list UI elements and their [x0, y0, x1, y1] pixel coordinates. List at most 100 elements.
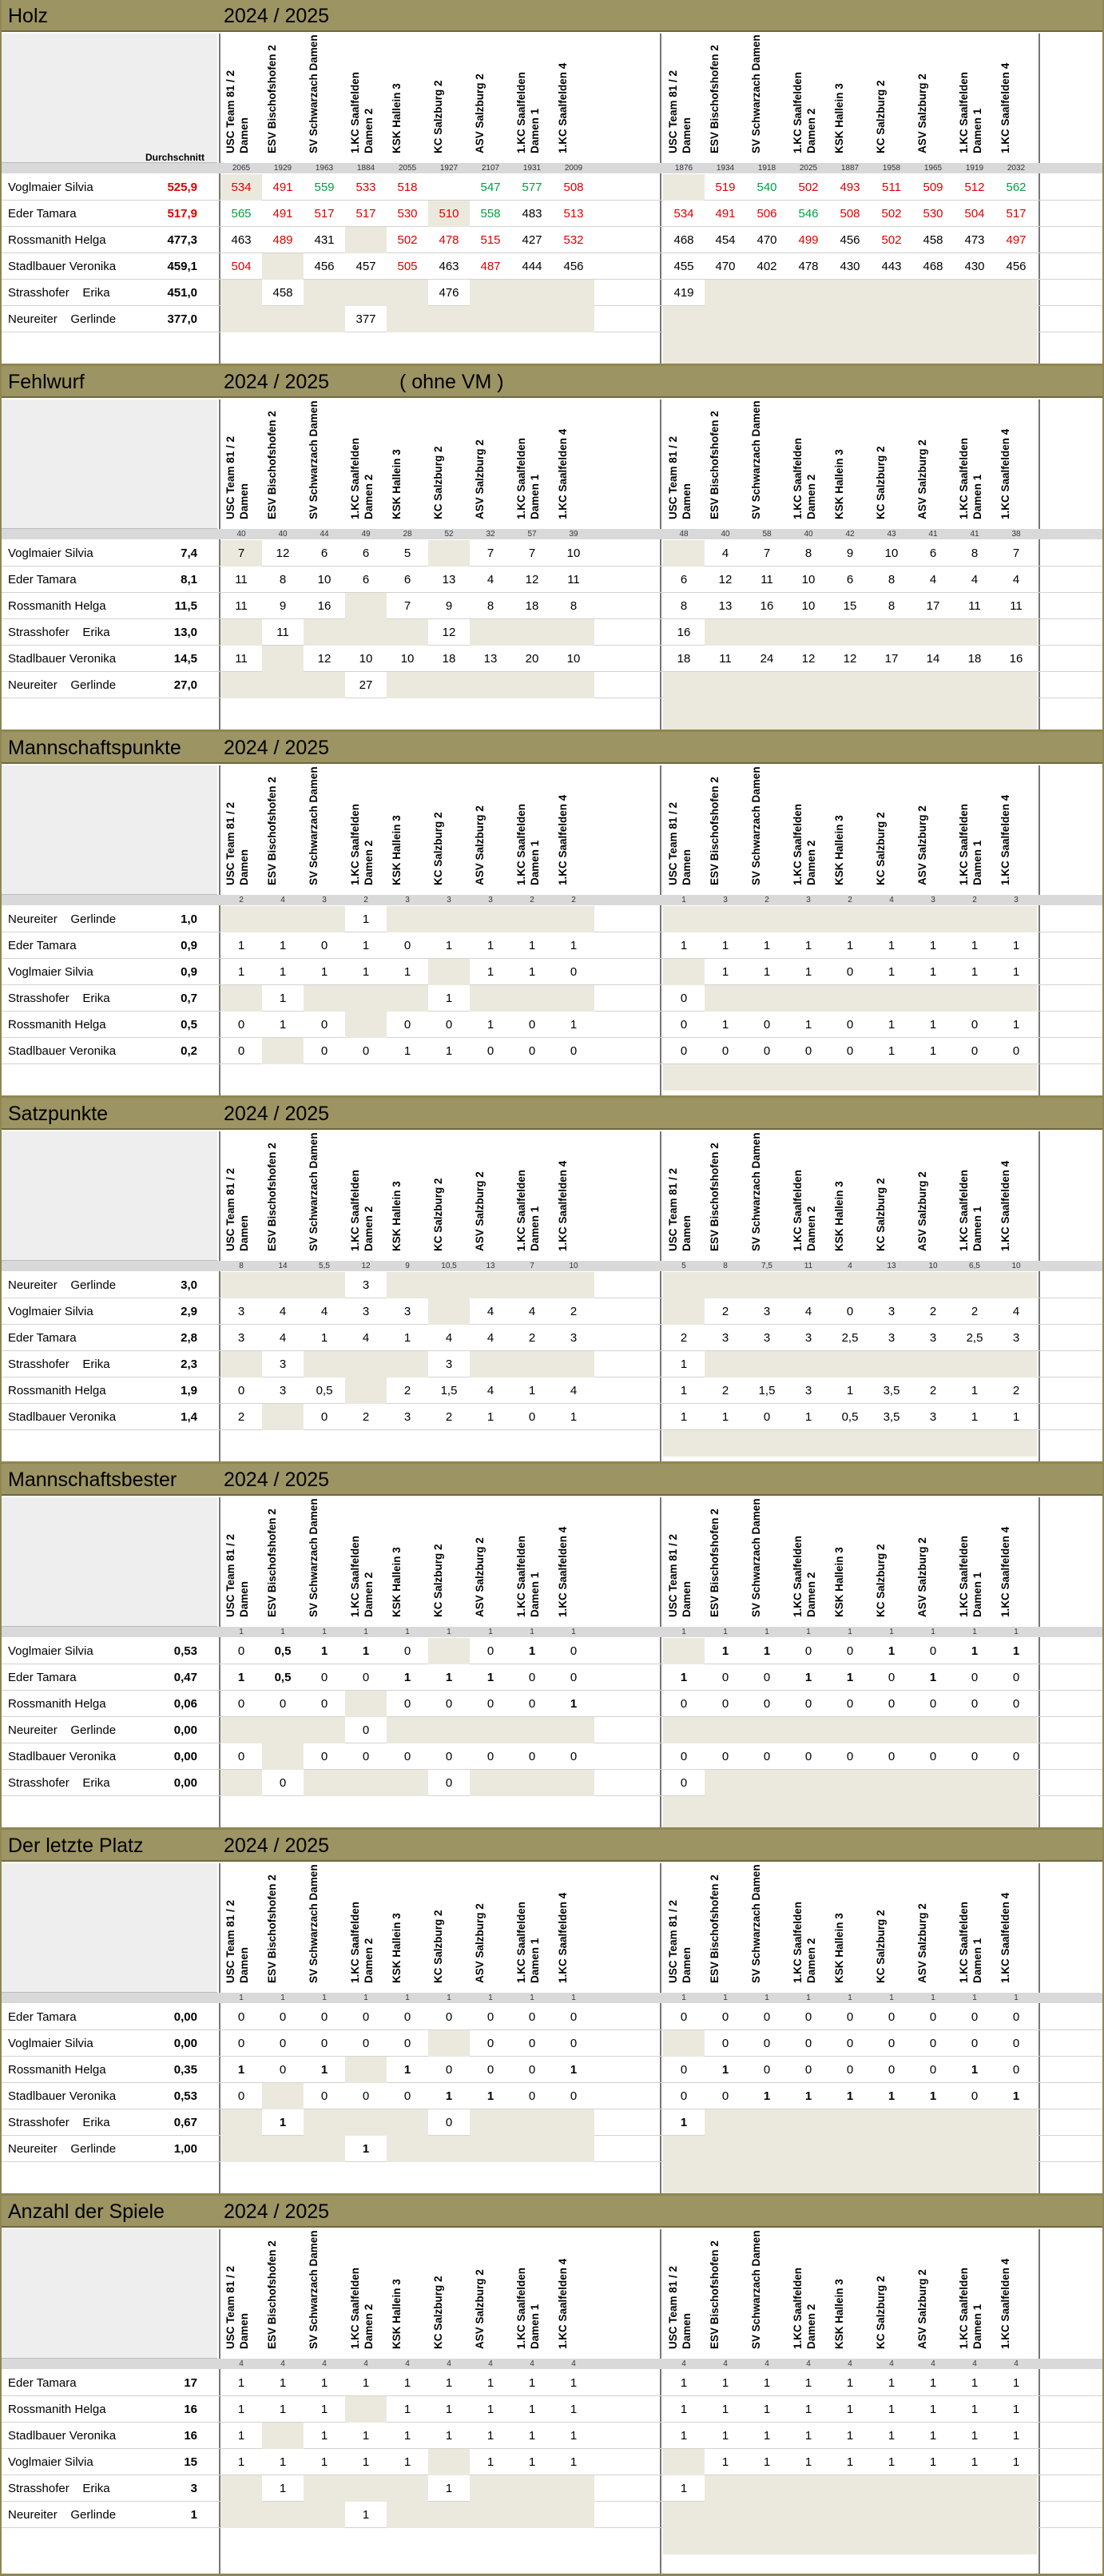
- team-column-header: KSK Hallein 3: [832, 1131, 874, 1261]
- score-cell: 3: [1012, 1331, 1020, 1345]
- score-cell: 559: [314, 181, 335, 194]
- team-name: SV Schwarzach Damen: [308, 766, 320, 885]
- column-separator: [1038, 400, 1040, 729]
- team-column-header: ASV Salzburg 2: [915, 1863, 957, 1993]
- score-cell: [705, 1272, 746, 1298]
- player-name: Rossmanith Helga: [8, 599, 106, 613]
- team-name: ASV Salzburg 2: [474, 805, 486, 885]
- player-average: 1,0: [181, 912, 197, 926]
- player-average: 16: [184, 2429, 197, 2443]
- score-cell: 1: [680, 1358, 688, 1371]
- column-separator: [660, 765, 661, 1095]
- score-cell: [912, 2136, 954, 2162]
- score-cell: [912, 2502, 954, 2528]
- score-cell: 0: [680, 1018, 688, 1032]
- score-cell: 0: [445, 2063, 453, 2077]
- column-total: 1: [723, 1628, 728, 1636]
- score-cell: 1: [570, 2063, 578, 2077]
- score-cell: 1: [763, 2089, 771, 2103]
- score-cell: 1: [362, 2376, 370, 2390]
- score-cell: 497: [1006, 233, 1027, 247]
- score-cell: [871, 672, 912, 698]
- score-cell: 3: [804, 1331, 812, 1345]
- player-row: Rossmanith Helga 1,9 0 3 0,5 2 1,5 4 1 4 1 2 1,5 3 1 3,…: [2, 1377, 1102, 1404]
- header-name-area: [2, 1497, 217, 1627]
- blank-fill: [663, 1796, 1037, 1823]
- team-name: 1.KC Saalfelden Damen 2: [792, 1535, 817, 1617]
- score-cell: 1: [320, 1331, 328, 1345]
- team-column-header: 1.KC Saalfelden Damen 1: [514, 765, 556, 895]
- score-cell: 476: [439, 286, 459, 300]
- score-cell: 1: [929, 1044, 937, 1058]
- team-name: SV Schwarzach Damen: [750, 1864, 762, 1983]
- score-cell: 473: [964, 233, 985, 247]
- blank-row: [2, 332, 1102, 359]
- score-cell: [553, 306, 594, 332]
- team-column-header: 1.KC Saalfelden 4: [999, 400, 1040, 529]
- team-name: ASV Salzburg 2: [474, 2269, 486, 2349]
- team-column-header: 1.KC Saalfelden Damen 1: [957, 2229, 999, 2359]
- score-cell: 1: [1012, 2455, 1020, 2469]
- score-cell: 0: [846, 1697, 854, 1711]
- score-cell: 0: [362, 1044, 370, 1058]
- score-cell: 513: [563, 207, 584, 221]
- player-average: 377,0: [167, 312, 197, 326]
- column-total: 32: [486, 530, 495, 539]
- team-name: USC Team 81 / 2 Damen: [667, 435, 693, 519]
- player-average: 17: [184, 2376, 197, 2390]
- score-cell: 530: [923, 207, 943, 221]
- score-cell: 0: [403, 2037, 411, 2050]
- player-row: Rossmanith Helga 0,5 0 1 0 0 0 1 0 1 0 1 0 1 0 1 1 0 1: [2, 1012, 1102, 1038]
- team-name: 1.KC Saalfelden Damen 1: [515, 1535, 541, 1617]
- score-cell: 1: [763, 965, 771, 979]
- score-cell: 1: [804, 2089, 812, 2103]
- player-name: Neureiter Gerlinde: [8, 2508, 117, 2522]
- score-cell: 0: [570, 1644, 578, 1658]
- score-cell: [220, 1272, 262, 1298]
- score-cell: [995, 906, 1037, 932]
- score-cell: 1: [403, 2063, 411, 2077]
- column-total: 13: [887, 1262, 896, 1270]
- score-cell: [470, 906, 511, 932]
- team-name: SV Schwarzach Damen: [308, 1132, 320, 1251]
- blank-fill: [663, 332, 1037, 359]
- player-row: Stadlbauer Veronika 0,2 0 0 0 1 1 0 0 0 0 0 0 0 0 1 1 0 0: [2, 1038, 1102, 1064]
- team-name: SV Schwarzach Damen: [308, 1864, 320, 1983]
- team-column-header: 1.KC Saalfelden Damen 2: [348, 1131, 390, 1261]
- score-cell: [663, 1638, 705, 1664]
- score-cell: [428, 2136, 470, 2162]
- score-cell: [663, 306, 705, 332]
- team-name: 1.KC Saalfelden Damen 2: [792, 437, 817, 519]
- score-cell: 0: [804, 2037, 812, 2050]
- team-column-header: KSK Hallein 3: [832, 1863, 874, 1993]
- score-cell: 444: [522, 260, 542, 273]
- score-cell: 1: [929, 1018, 937, 1032]
- score-cell: 499: [798, 233, 819, 247]
- score-cell: 0: [528, 2010, 536, 2024]
- column-total: 4: [322, 2359, 327, 2368]
- team-name: KC Salzburg 2: [875, 80, 887, 153]
- team-column-header: SV Schwarzach Damen: [307, 34, 348, 163]
- score-cell: 470: [757, 233, 777, 247]
- player-name: Voglmaier Silvia: [8, 2455, 93, 2469]
- score-cell: [511, 306, 553, 332]
- player-name: Stadlbauer Veronika: [8, 2429, 117, 2443]
- player-average: 525,9: [167, 181, 197, 194]
- score-cell: 0: [279, 2037, 287, 2050]
- score-cell: [995, 2136, 1037, 2162]
- score-cell: 1: [237, 2063, 245, 2077]
- score-cell: 1: [570, 2429, 578, 2443]
- section-title: Anzahl der Spiele: [8, 2200, 165, 2223]
- score-cell: 0: [804, 2010, 812, 2024]
- score-cell: 0: [680, 2089, 688, 2103]
- blank-fill: [663, 2162, 1037, 2188]
- team-column-header: SV Schwarzach Damen: [307, 765, 348, 895]
- score-cell: 0: [445, 1776, 453, 1790]
- score-cell: 1: [929, 2455, 937, 2469]
- score-cell: [220, 1770, 262, 1796]
- column-total: 9: [405, 1262, 410, 1270]
- team-name: KSK Hallein 3: [833, 815, 845, 885]
- score-cell: 0: [763, 1410, 771, 1424]
- team-name: KC Salzburg 2: [875, 1544, 887, 1617]
- score-cell: 508: [840, 207, 860, 221]
